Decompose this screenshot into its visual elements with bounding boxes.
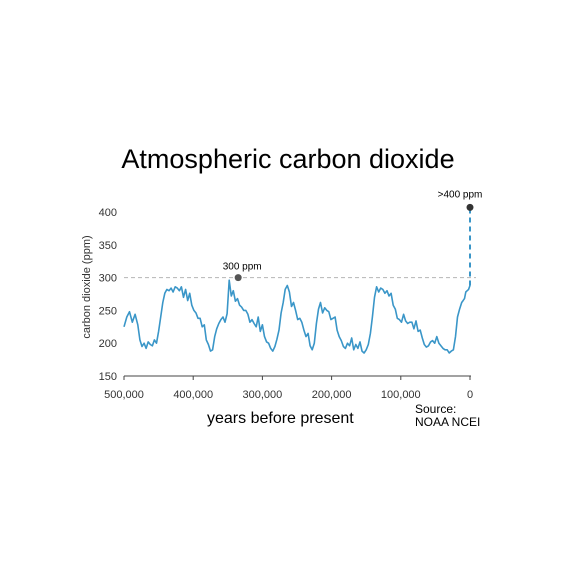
y-tick-label: 150 [99,371,117,383]
y-tick-labels: 150 200 250 300 350 400 [99,207,117,383]
chart-title: Atmospheric carbon dioxide [121,144,455,174]
y-tick-label: 400 [99,207,117,219]
x-axis-label: years before present [207,410,354,427]
x-tick-label: 300,000 [243,389,283,401]
y-axis-label: carbon dioxide (ppm) [81,235,93,338]
x-tick-label: 200,000 [312,389,352,401]
x-tick-label: 0 [467,389,473,401]
source-label: Source: [415,402,457,416]
x-ticks [123,376,471,380]
x-tick-label: 400,000 [173,389,213,401]
annotation-400ppm: >400 ppm [438,189,483,200]
x-tick-label: 100,000 [381,389,421,401]
annotation-300ppm: 300 ppm [223,262,262,273]
y-tick-label: 300 [99,273,117,285]
marker-300ppm [234,274,242,282]
source-org: NOAA NCEI [415,415,481,429]
y-tick-label: 200 [99,338,117,350]
y-tick-label: 350 [99,240,117,252]
marker-400ppm [466,203,474,211]
source-note: Source: NOAA NCEI [415,403,480,429]
x-tick-labels: 500,000 400,000 300,000 200,000 100,000 0 [104,389,473,401]
x-tick-label: 500,000 [104,389,144,401]
y-tick-label: 250 [99,305,117,317]
co2-series-line [123,279,471,354]
